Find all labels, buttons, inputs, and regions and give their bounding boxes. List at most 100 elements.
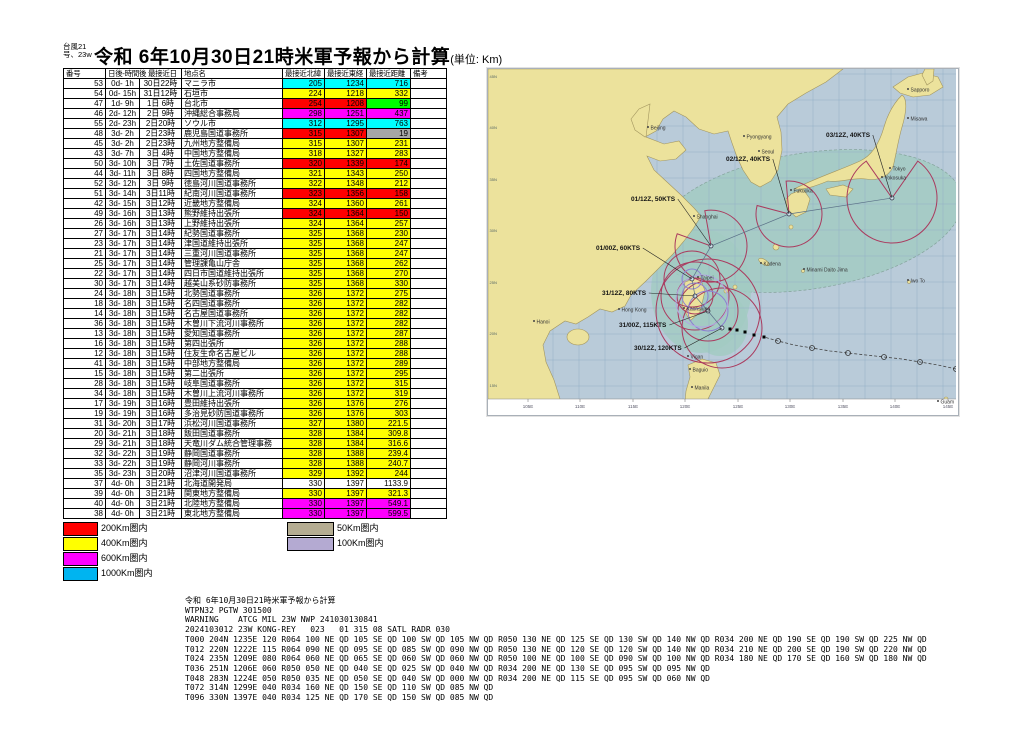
table-row: 21 3d- 17h 3日14時 三重河川国道事務所 325 1368 247: [63, 248, 447, 259]
cell-note: [410, 378, 447, 389]
cell-place: 東北地方整備局: [181, 508, 283, 519]
cell-lat: 326: [282, 358, 325, 369]
cell-place: 浜松河川国道事務所: [181, 418, 283, 429]
cell-place: 四日市国道維持出張所: [181, 268, 283, 279]
cell-date: 3日12時: [139, 198, 182, 209]
city-label: Fukuoka: [794, 189, 813, 195]
legend-item: 600Km圏内: [63, 551, 153, 566]
cell-dist: 19: [366, 128, 411, 139]
cell-number: 28: [63, 378, 106, 389]
cell-number: 31: [63, 418, 106, 429]
cell-lon: 1339: [324, 158, 367, 169]
cell-note: [410, 178, 447, 189]
cell-number: 21: [63, 248, 106, 259]
cell-date: 3日21時: [139, 508, 182, 519]
cell-number: 50: [63, 158, 106, 169]
cell-dist: 295: [366, 368, 411, 379]
cell-offset: 3d- 12h: [105, 178, 140, 189]
cell-number: 13: [63, 328, 106, 339]
cell-offset: 3d- 17h: [105, 248, 140, 259]
cell-number: 55: [63, 118, 106, 129]
cell-offset: 3d- 2h: [105, 128, 140, 139]
table-row: 33 3d- 22h 3日19時 静岡河川事務所 328 1388 240.7: [63, 458, 447, 469]
table-row: 52 3d- 12h 3日 9時 徳島河川国道事務所 322 1348 212: [63, 178, 447, 189]
cell-lat: 321: [282, 168, 325, 179]
city-label: Manila: [695, 386, 710, 392]
table-row: 44 3d- 11h 3日 8時 四国地方整備局 321 1343 250: [63, 168, 447, 179]
miyako: [732, 284, 738, 290]
table-row: 55 2d- 23h 2日20時 ソウル市 312 1295 763: [63, 118, 447, 129]
city-label: Tokyo: [893, 167, 906, 173]
cell-note: [410, 398, 447, 409]
cell-date: 3日16時: [139, 408, 182, 419]
cell-note: [410, 188, 447, 199]
asia-mainland: [488, 69, 844, 413]
past-storm-symbols: [775, 338, 956, 372]
cell-note: [410, 318, 447, 329]
cell-lon: 1295: [324, 118, 367, 129]
cell-lat: 224: [282, 88, 325, 99]
cell-offset: 3d- 7h: [105, 148, 140, 159]
cell-dist: 716: [366, 78, 411, 89]
col-dist: 最接近距離: [366, 68, 411, 79]
cell-number: 37: [63, 478, 106, 489]
cell-date: 3日15時: [139, 358, 182, 369]
honshu: [792, 94, 907, 190]
label-leader-line: [677, 198, 712, 247]
report-title-unit: (単位: Km): [450, 54, 503, 66]
city-label: Kadena: [764, 262, 781, 268]
cell-date: 3日15時: [139, 388, 182, 399]
cell-lon: 1348: [324, 178, 367, 189]
cell-number: 16: [63, 338, 106, 349]
lon-tick-label: 140E: [890, 404, 901, 409]
cell-number: 34: [63, 388, 106, 399]
lat-tick-label: 15N: [490, 383, 497, 388]
cell-lon: 1372: [324, 318, 367, 329]
col-number: 番号: [63, 68, 106, 79]
cell-dist: 270: [366, 268, 411, 279]
cell-offset: 3d- 17h: [105, 238, 140, 249]
table-row: 34 3d- 18h 3日15時 木曽川上流河川事務所 326 1372 319: [63, 388, 447, 399]
cell-date: 1日 6時: [139, 98, 182, 109]
cell-date: 30日22時: [139, 78, 182, 89]
table-row: 14 3d- 18h 3日15時 名古屋国道事務所 326 1372 282: [63, 308, 447, 319]
cell-date: 3日14時: [139, 268, 182, 279]
cell-note: [410, 428, 447, 439]
lat-tick-label: 25N: [490, 280, 497, 285]
cell-note: [410, 158, 447, 169]
city-dot: [937, 400, 939, 402]
table-row: 16 3d- 18h 3日15時 第四出張所 326 1372 288: [63, 338, 447, 349]
cell-place: 静岡河川事務所: [181, 458, 283, 469]
cell-number: 22: [63, 268, 106, 279]
cell-note: [410, 338, 447, 349]
table-row: 48 3d- 2h 2日23時 鹿児島国道事務所 315 1307 19: [63, 128, 447, 139]
cell-dist: 240.7: [366, 458, 411, 469]
cell-lon: 1388: [324, 448, 367, 459]
table-row: 27 3d- 17h 3日14時 紀勢国道事務所 325 1368 230: [63, 228, 447, 239]
legend-item: 50Km圏内: [287, 521, 384, 536]
legend-label: 100Km圏内: [337, 538, 384, 548]
cell-date: 2日23時: [139, 138, 182, 149]
cell-place: 名四国道事務所: [181, 298, 283, 309]
cell-number: 51: [63, 188, 106, 199]
cell-date: 3日 8時: [139, 168, 182, 179]
warning-line: T048 283N 1224E 050 R050 035 NE QD 050 S…: [185, 673, 710, 683]
table-row: 15 3d- 18h 3日15時 第二出張所 326 1372 295: [63, 368, 447, 379]
city-label: Sapporo: [911, 88, 930, 94]
lon-tick-label: 125E: [733, 404, 744, 409]
cell-lon: 1368: [324, 268, 367, 279]
warning-line: WTPN32 PGTW 301500: [185, 605, 272, 615]
cell-number: 12: [63, 348, 106, 359]
cell-date: 3日17時: [139, 418, 182, 429]
cell-lon: 1388: [324, 458, 367, 469]
cell-dist: 321.3: [366, 488, 411, 499]
cell-note: [410, 118, 447, 129]
legend-swatch: [287, 521, 334, 536]
cell-note: [410, 238, 447, 249]
cell-lat: 326: [282, 348, 325, 359]
cell-offset: 3d- 18h: [105, 338, 140, 349]
cell-number: 20: [63, 428, 106, 439]
warning-line: T024 235N 1209E 080 R064 060 NE QD 065 S…: [185, 654, 927, 664]
cell-dist: 1133.9: [366, 478, 411, 489]
table-row: 31 3d- 20h 3日17時 浜松河川国道事務所 327 1380 221.5: [63, 418, 447, 429]
